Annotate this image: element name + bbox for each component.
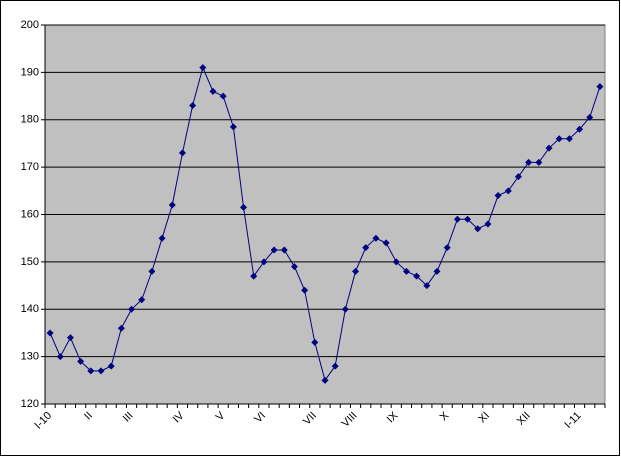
y-tick-label: 140	[21, 303, 39, 315]
data-marker	[576, 125, 584, 133]
data-marker	[596, 83, 604, 91]
data-marker	[494, 192, 502, 200]
data-marker	[128, 305, 136, 313]
data-marker	[525, 158, 533, 166]
data-marker	[107, 362, 115, 370]
data-marker	[514, 173, 522, 181]
data-marker	[219, 92, 227, 100]
data-marker	[97, 367, 105, 375]
data-marker	[138, 296, 146, 304]
data-marker	[311, 338, 319, 346]
data-marker	[229, 123, 237, 131]
data-marker	[382, 239, 390, 247]
data-marker	[352, 267, 360, 275]
data-marker	[87, 367, 95, 375]
data-marker	[535, 158, 543, 166]
data-marker	[260, 258, 268, 266]
data-marker	[178, 149, 186, 157]
data-marker	[168, 201, 176, 209]
data-marker	[331, 362, 339, 370]
data-marker	[301, 286, 309, 294]
data-marker	[423, 282, 431, 290]
data-marker	[250, 272, 258, 280]
data-marker	[565, 135, 573, 143]
data-marker	[270, 246, 278, 254]
data-marker	[586, 113, 594, 121]
y-tick-label: 190	[21, 66, 39, 78]
data-marker	[555, 135, 563, 143]
data-marker	[66, 334, 74, 342]
data-marker	[209, 87, 217, 95]
data-marker	[413, 272, 421, 280]
data-marker	[392, 258, 400, 266]
data-marker	[341, 305, 349, 313]
data-marker	[148, 267, 156, 275]
data-marker	[280, 246, 288, 254]
data-marker	[372, 234, 380, 242]
data-marker	[240, 203, 248, 211]
data-marker	[46, 329, 54, 337]
data-marker	[402, 267, 410, 275]
data-marker	[117, 324, 125, 332]
data-marker	[189, 102, 197, 110]
data-marker	[443, 244, 451, 252]
data-marker	[504, 187, 512, 195]
data-marker	[77, 357, 85, 365]
y-tick-label: 160	[21, 208, 39, 220]
y-tick-label: 180	[21, 114, 39, 126]
data-marker	[199, 64, 207, 72]
data-marker	[545, 144, 553, 152]
y-tick-label: 200	[21, 19, 39, 31]
data-marker	[453, 215, 461, 223]
data-marker	[433, 267, 441, 275]
data-marker	[321, 376, 329, 384]
data-marker	[290, 263, 298, 271]
data-marker	[158, 234, 166, 242]
data-marker	[474, 225, 482, 233]
data-marker	[464, 215, 472, 223]
y-tick-label: 150	[21, 256, 39, 268]
y-tick-label: 170	[21, 161, 39, 173]
y-tick-label: 130	[21, 351, 39, 363]
data-marker	[56, 353, 64, 361]
data-marker	[484, 220, 492, 228]
y-tick-label: 120	[21, 398, 39, 410]
data-marker	[362, 244, 370, 252]
